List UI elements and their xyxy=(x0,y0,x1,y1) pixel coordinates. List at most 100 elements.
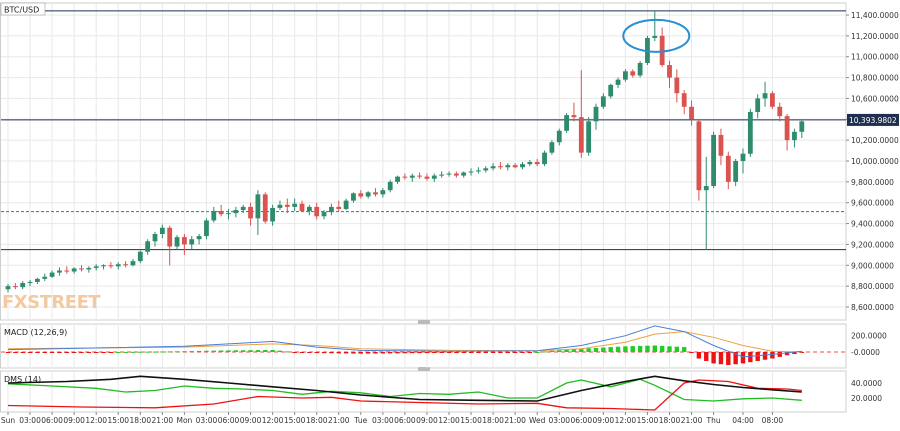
macd-hist-bar-neg xyxy=(358,352,363,354)
candle-down xyxy=(123,264,128,266)
candle-down xyxy=(578,117,584,153)
macd-hist-bar-pos xyxy=(270,349,275,352)
candle-up xyxy=(380,190,386,195)
macd-hist-bar-neg xyxy=(321,352,327,354)
x-tick-label: 06:00 xyxy=(394,416,416,425)
candle-up xyxy=(145,241,151,252)
macd-hist-bar-neg xyxy=(792,352,797,355)
macd-y-tick-label: -0.0000 xyxy=(851,348,880,357)
x-tick-label: 18:00 xyxy=(659,416,681,425)
macd-hist-bar-neg xyxy=(49,352,55,353)
macd-hist-bar-pos xyxy=(659,345,665,352)
candle-down xyxy=(417,175,422,177)
candle-up xyxy=(20,283,26,288)
macd-hist-bar-pos xyxy=(116,352,121,353)
x-tick-label: 15:00 xyxy=(284,416,306,425)
candle-down xyxy=(630,71,636,76)
candle-up xyxy=(137,251,143,262)
macd-hist-bar-neg xyxy=(777,352,782,357)
last-price-tag xyxy=(847,113,899,126)
y-tick-label: 10,000.0000 xyxy=(851,157,899,166)
candle-up xyxy=(461,172,467,176)
macd-hist-bar-neg xyxy=(483,352,488,353)
candle-up xyxy=(226,213,231,215)
candle-down xyxy=(218,211,224,215)
candle-up xyxy=(439,174,445,176)
macd-hist-bar-pos xyxy=(579,348,584,352)
macd-hist-bar-neg xyxy=(424,352,430,354)
x-tick-label: 15:00 xyxy=(637,416,659,425)
candle-up xyxy=(49,272,55,277)
macd-hist-bar-pos xyxy=(182,351,187,353)
x-tick-label: Tue xyxy=(353,416,367,425)
macd-hist-bar-pos xyxy=(549,350,555,352)
candle-up xyxy=(615,79,621,85)
x-tick-label: 18:00 xyxy=(129,416,151,425)
macd-hist-bar-neg xyxy=(446,352,452,353)
candle-up xyxy=(483,168,489,171)
candle-up xyxy=(204,220,209,237)
x-tick-label: 06:00 xyxy=(570,416,592,425)
macd-hist-bar-neg xyxy=(696,352,702,359)
y-tick-label: 10,200.0000 xyxy=(851,136,899,145)
macd-hist-bar-neg xyxy=(748,352,753,363)
grid xyxy=(1,3,846,412)
macd-hist-bar-neg xyxy=(461,352,466,353)
macd-hist-bar-pos xyxy=(615,346,621,352)
candle-down xyxy=(314,206,320,217)
dms-minus-di-line xyxy=(7,379,802,411)
macd-histogram xyxy=(1,345,846,366)
macd-hist-bar-neg xyxy=(71,352,77,353)
candle-up xyxy=(395,176,400,182)
macd-hist-bar-pos xyxy=(211,350,216,352)
macd-hist-bar-neg xyxy=(733,352,738,365)
last-price-label: 10,393.9802 xyxy=(849,116,897,125)
candle-up xyxy=(174,237,180,247)
candle-down xyxy=(167,227,173,247)
x-tick-label: Wed xyxy=(529,416,546,425)
x-tick-label: 03:00 xyxy=(548,416,570,425)
macd-hist-bar-pos xyxy=(189,351,194,353)
candle-down xyxy=(248,206,253,219)
macd-hist-bar-pos xyxy=(542,351,547,353)
candle-down xyxy=(659,35,665,66)
candle-up xyxy=(792,131,797,141)
x-tick-label: 06:00 xyxy=(218,416,240,425)
macd-hist-bar-pos xyxy=(623,346,628,352)
candle-down xyxy=(571,115,577,118)
macd-hist-bar-pos xyxy=(652,345,657,352)
y-tick-label: 9,200.0000 xyxy=(851,240,894,249)
candle-down xyxy=(108,265,114,267)
candle-up xyxy=(306,206,312,212)
macd-hist-bar-neg xyxy=(755,352,760,361)
candle-up xyxy=(86,267,92,270)
macd-hist-bar-pos xyxy=(535,352,540,353)
candle-up xyxy=(623,71,628,80)
macd-hist-bar-neg xyxy=(329,352,334,354)
y-tick-label: 10,800.0000 xyxy=(851,74,899,83)
candle-up xyxy=(600,96,606,107)
candle-up xyxy=(93,266,99,268)
macd-hist-bar-pos xyxy=(277,350,283,352)
x-tick-label: 12:00 xyxy=(615,416,637,425)
x-tick-label: 03:00 xyxy=(372,416,394,425)
macd-hist-bar-pos xyxy=(218,350,224,352)
candle-up xyxy=(740,153,746,161)
macd-hist-bar-neg xyxy=(417,352,422,354)
x-tick-label: 03:00 xyxy=(196,416,218,425)
macd-hist-bar-pos xyxy=(233,350,239,352)
candle-up xyxy=(57,270,62,273)
macd-hist-bar-pos xyxy=(682,347,687,352)
macd-hist-bar-neg xyxy=(468,352,474,353)
macd-hist-bar-neg xyxy=(505,352,510,353)
candle-down xyxy=(777,106,783,117)
x-tick-label: Sun xyxy=(1,416,16,425)
macd-signal-line xyxy=(7,331,802,353)
candle-up xyxy=(71,268,77,272)
x-tick-label: 12:00 xyxy=(438,416,460,425)
macd-hist-bar-neg xyxy=(79,352,84,353)
candle-up xyxy=(189,239,195,245)
candle-up xyxy=(490,166,496,169)
candle-up xyxy=(564,115,569,131)
macd-hist-bar-neg xyxy=(64,352,69,353)
